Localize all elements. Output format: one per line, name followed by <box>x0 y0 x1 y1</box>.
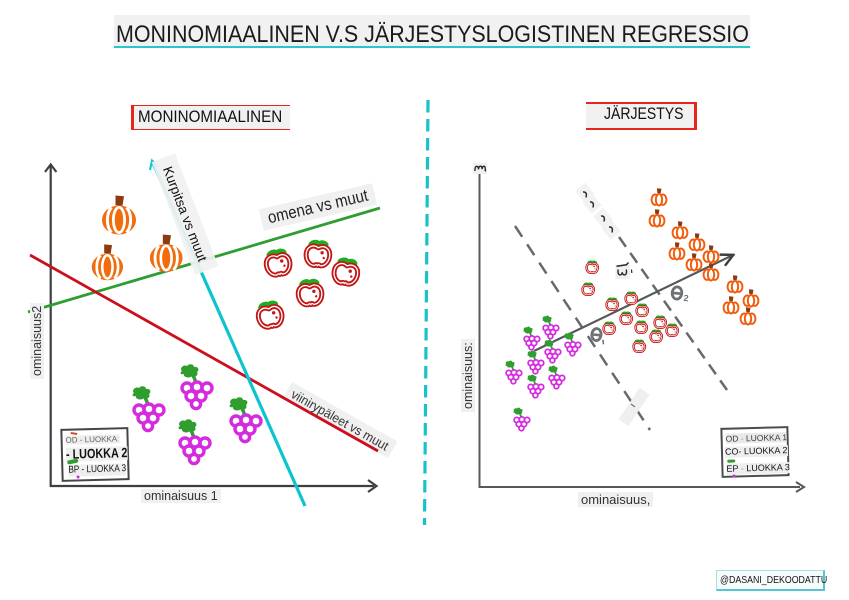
svg-text:2: 2 <box>683 293 689 303</box>
